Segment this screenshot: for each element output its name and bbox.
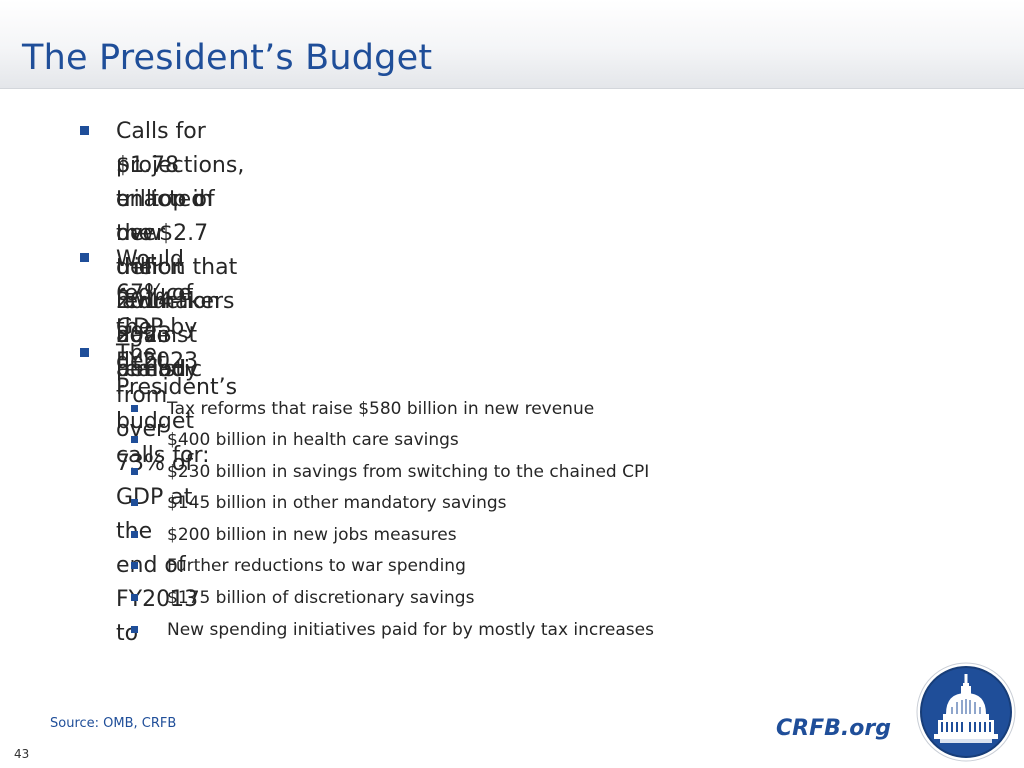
bullet-line: enacted over the 2014-2023 period (116, 187, 206, 382)
square-bullet-icon (80, 253, 89, 262)
title-bar (0, 0, 1024, 89)
square-bullet-icon (131, 405, 138, 412)
square-bullet-icon (131, 436, 138, 443)
square-bullet-icon (80, 126, 89, 135)
square-bullet-icon (131, 562, 138, 569)
sub-bullet-text: New spending initiatives paid for by mos… (167, 620, 654, 640)
slide-title: The President’s Budget (22, 38, 433, 78)
sub-bullet-text: Further reductions to war spending (167, 556, 466, 576)
sub-bullet-text: $145 billion in other mandatory savings (167, 493, 507, 513)
square-bullet-icon (131, 594, 138, 601)
square-bullet-icon (131, 626, 138, 633)
sub-bullet-text: $400 billion in health care savings (167, 430, 459, 450)
capitol-dome-seal-icon (916, 662, 1016, 762)
bullet-line: Would reduce the debt from over 73% of G… (116, 247, 199, 646)
source-note: Source: OMB, CRFB (50, 716, 177, 731)
square-bullet-icon (131, 499, 138, 506)
square-bullet-icon (80, 348, 89, 357)
brand-link[interactable]: CRFB.org (776, 716, 891, 741)
bullet-line: The President’s budget calls for: (116, 341, 238, 468)
page-number: 43 (14, 747, 30, 761)
sub-bullet-text: Tax reforms that raise $580 billion in n… (167, 399, 595, 419)
sub-bullet-text: $175 billion of discretionary savings (167, 588, 475, 608)
sub-bullet-text: $200 billion in new jobs measures (167, 525, 457, 545)
bullet-line: projections, on top of the $2.7 trillion… (116, 153, 245, 382)
bullet-line: 67% of GDP by FY2023 (116, 281, 199, 374)
square-bullet-icon (131, 468, 138, 475)
square-bullet-icon (131, 531, 138, 538)
sub-bullet-text: $230 billion in savings from switching t… (167, 462, 650, 482)
bullet-line: Calls for $1.78 trillion in new deficit … (116, 119, 221, 382)
